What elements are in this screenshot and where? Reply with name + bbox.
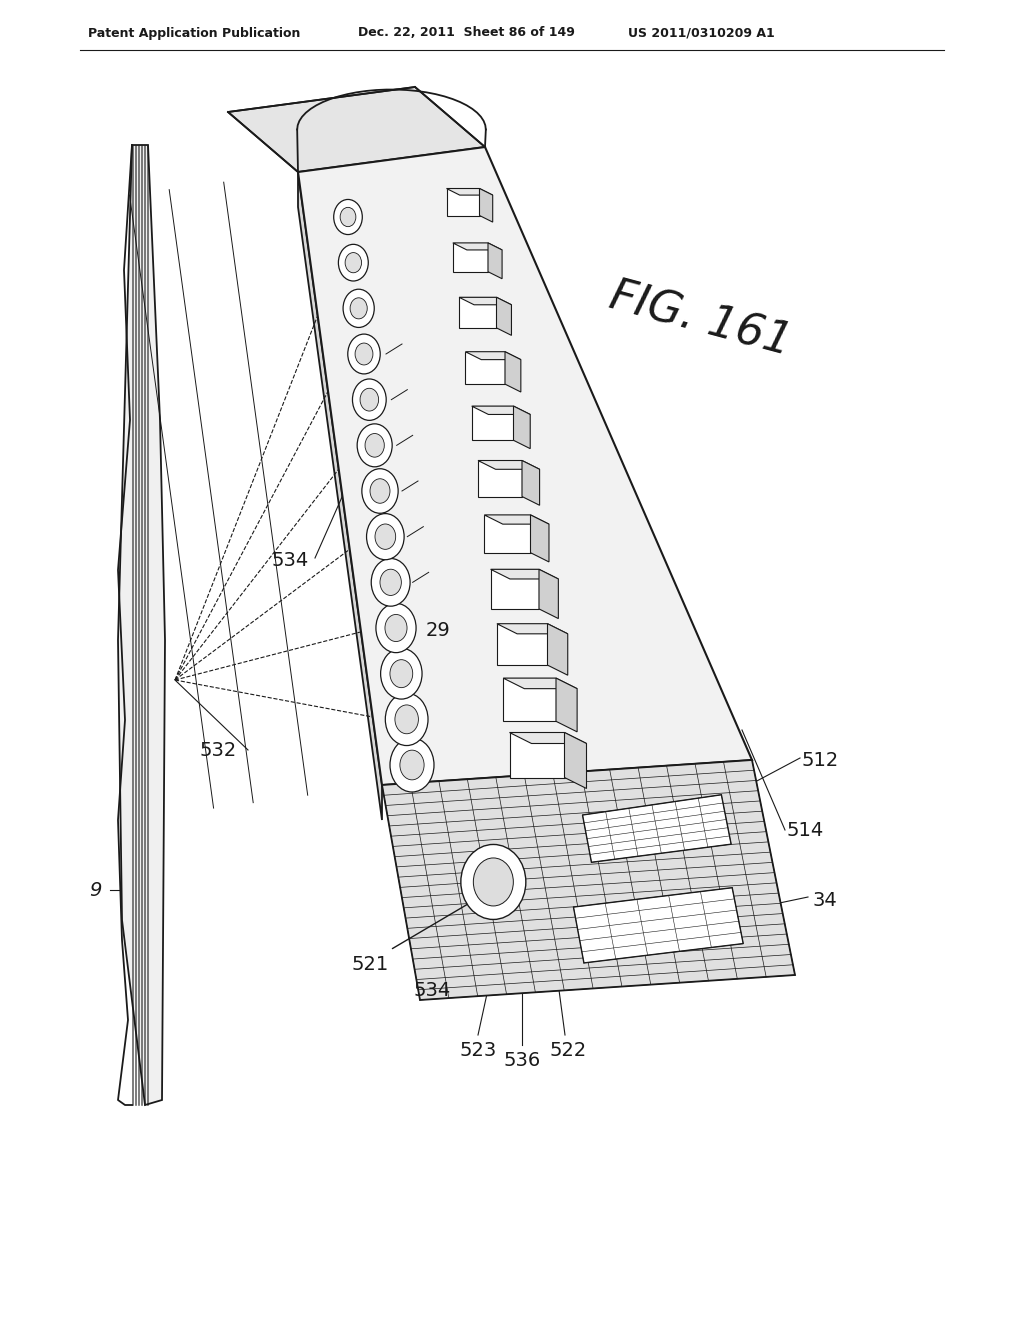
Ellipse shape xyxy=(338,244,369,281)
Ellipse shape xyxy=(355,343,373,364)
Ellipse shape xyxy=(360,388,379,411)
Text: 29: 29 xyxy=(426,620,451,639)
Polygon shape xyxy=(488,243,502,279)
Text: 532: 532 xyxy=(200,741,237,759)
Ellipse shape xyxy=(385,693,428,746)
Polygon shape xyxy=(505,351,521,392)
Ellipse shape xyxy=(365,433,384,457)
Polygon shape xyxy=(118,145,165,1105)
Ellipse shape xyxy=(375,524,395,549)
Ellipse shape xyxy=(381,648,422,700)
Polygon shape xyxy=(583,795,731,862)
Ellipse shape xyxy=(385,614,408,642)
Polygon shape xyxy=(513,407,530,449)
Polygon shape xyxy=(510,733,564,777)
Text: 534: 534 xyxy=(414,981,451,999)
Text: Patent Application Publication: Patent Application Publication xyxy=(88,26,300,40)
Polygon shape xyxy=(564,733,587,788)
Polygon shape xyxy=(298,172,382,820)
Polygon shape xyxy=(548,623,567,676)
Text: 34: 34 xyxy=(813,891,838,909)
Polygon shape xyxy=(510,733,587,743)
Polygon shape xyxy=(479,189,493,222)
Text: 523: 523 xyxy=(460,1040,497,1060)
Polygon shape xyxy=(478,461,540,470)
Text: Dec. 22, 2011  Sheet 86 of 149: Dec. 22, 2011 Sheet 86 of 149 xyxy=(358,26,574,40)
Polygon shape xyxy=(484,515,530,553)
Polygon shape xyxy=(382,760,795,1001)
Text: 514: 514 xyxy=(786,821,823,840)
Polygon shape xyxy=(465,351,521,359)
Text: FIG. 161: FIG. 161 xyxy=(604,275,796,364)
Ellipse shape xyxy=(340,207,356,227)
Polygon shape xyxy=(472,407,530,414)
Ellipse shape xyxy=(367,513,404,560)
Polygon shape xyxy=(472,407,513,441)
Polygon shape xyxy=(446,189,479,215)
Polygon shape xyxy=(556,678,578,731)
Polygon shape xyxy=(446,189,493,195)
Polygon shape xyxy=(573,887,743,964)
Polygon shape xyxy=(465,351,505,384)
Ellipse shape xyxy=(357,424,392,467)
Polygon shape xyxy=(497,297,511,335)
Polygon shape xyxy=(484,515,549,524)
Ellipse shape xyxy=(370,479,390,503)
Ellipse shape xyxy=(400,750,424,780)
Ellipse shape xyxy=(390,660,413,688)
Text: 512: 512 xyxy=(802,751,839,770)
Polygon shape xyxy=(228,87,485,172)
Ellipse shape xyxy=(380,569,401,595)
Polygon shape xyxy=(298,147,752,785)
Polygon shape xyxy=(459,297,511,305)
Polygon shape xyxy=(478,461,522,496)
Polygon shape xyxy=(503,678,578,689)
Polygon shape xyxy=(490,569,558,579)
Ellipse shape xyxy=(334,199,362,235)
Polygon shape xyxy=(453,243,488,272)
Polygon shape xyxy=(522,461,540,506)
Ellipse shape xyxy=(361,469,398,513)
Polygon shape xyxy=(497,623,548,665)
Ellipse shape xyxy=(352,379,386,420)
Ellipse shape xyxy=(372,558,410,606)
Ellipse shape xyxy=(348,334,380,374)
Ellipse shape xyxy=(473,858,513,906)
Ellipse shape xyxy=(343,289,374,327)
Ellipse shape xyxy=(350,298,368,319)
Ellipse shape xyxy=(390,738,434,792)
Polygon shape xyxy=(459,297,497,327)
Text: 9: 9 xyxy=(89,880,101,899)
Polygon shape xyxy=(490,569,539,609)
Ellipse shape xyxy=(376,603,416,652)
Text: 534: 534 xyxy=(271,550,308,569)
Polygon shape xyxy=(453,243,502,249)
Polygon shape xyxy=(539,569,558,619)
Polygon shape xyxy=(530,515,549,562)
Polygon shape xyxy=(503,678,556,721)
Ellipse shape xyxy=(461,845,526,920)
Ellipse shape xyxy=(345,252,361,273)
Text: 536: 536 xyxy=(504,1051,541,1069)
Text: 521: 521 xyxy=(351,956,389,974)
Text: 522: 522 xyxy=(549,1040,587,1060)
Polygon shape xyxy=(497,623,567,634)
Text: US 2011/0310209 A1: US 2011/0310209 A1 xyxy=(628,26,775,40)
Ellipse shape xyxy=(395,705,419,734)
